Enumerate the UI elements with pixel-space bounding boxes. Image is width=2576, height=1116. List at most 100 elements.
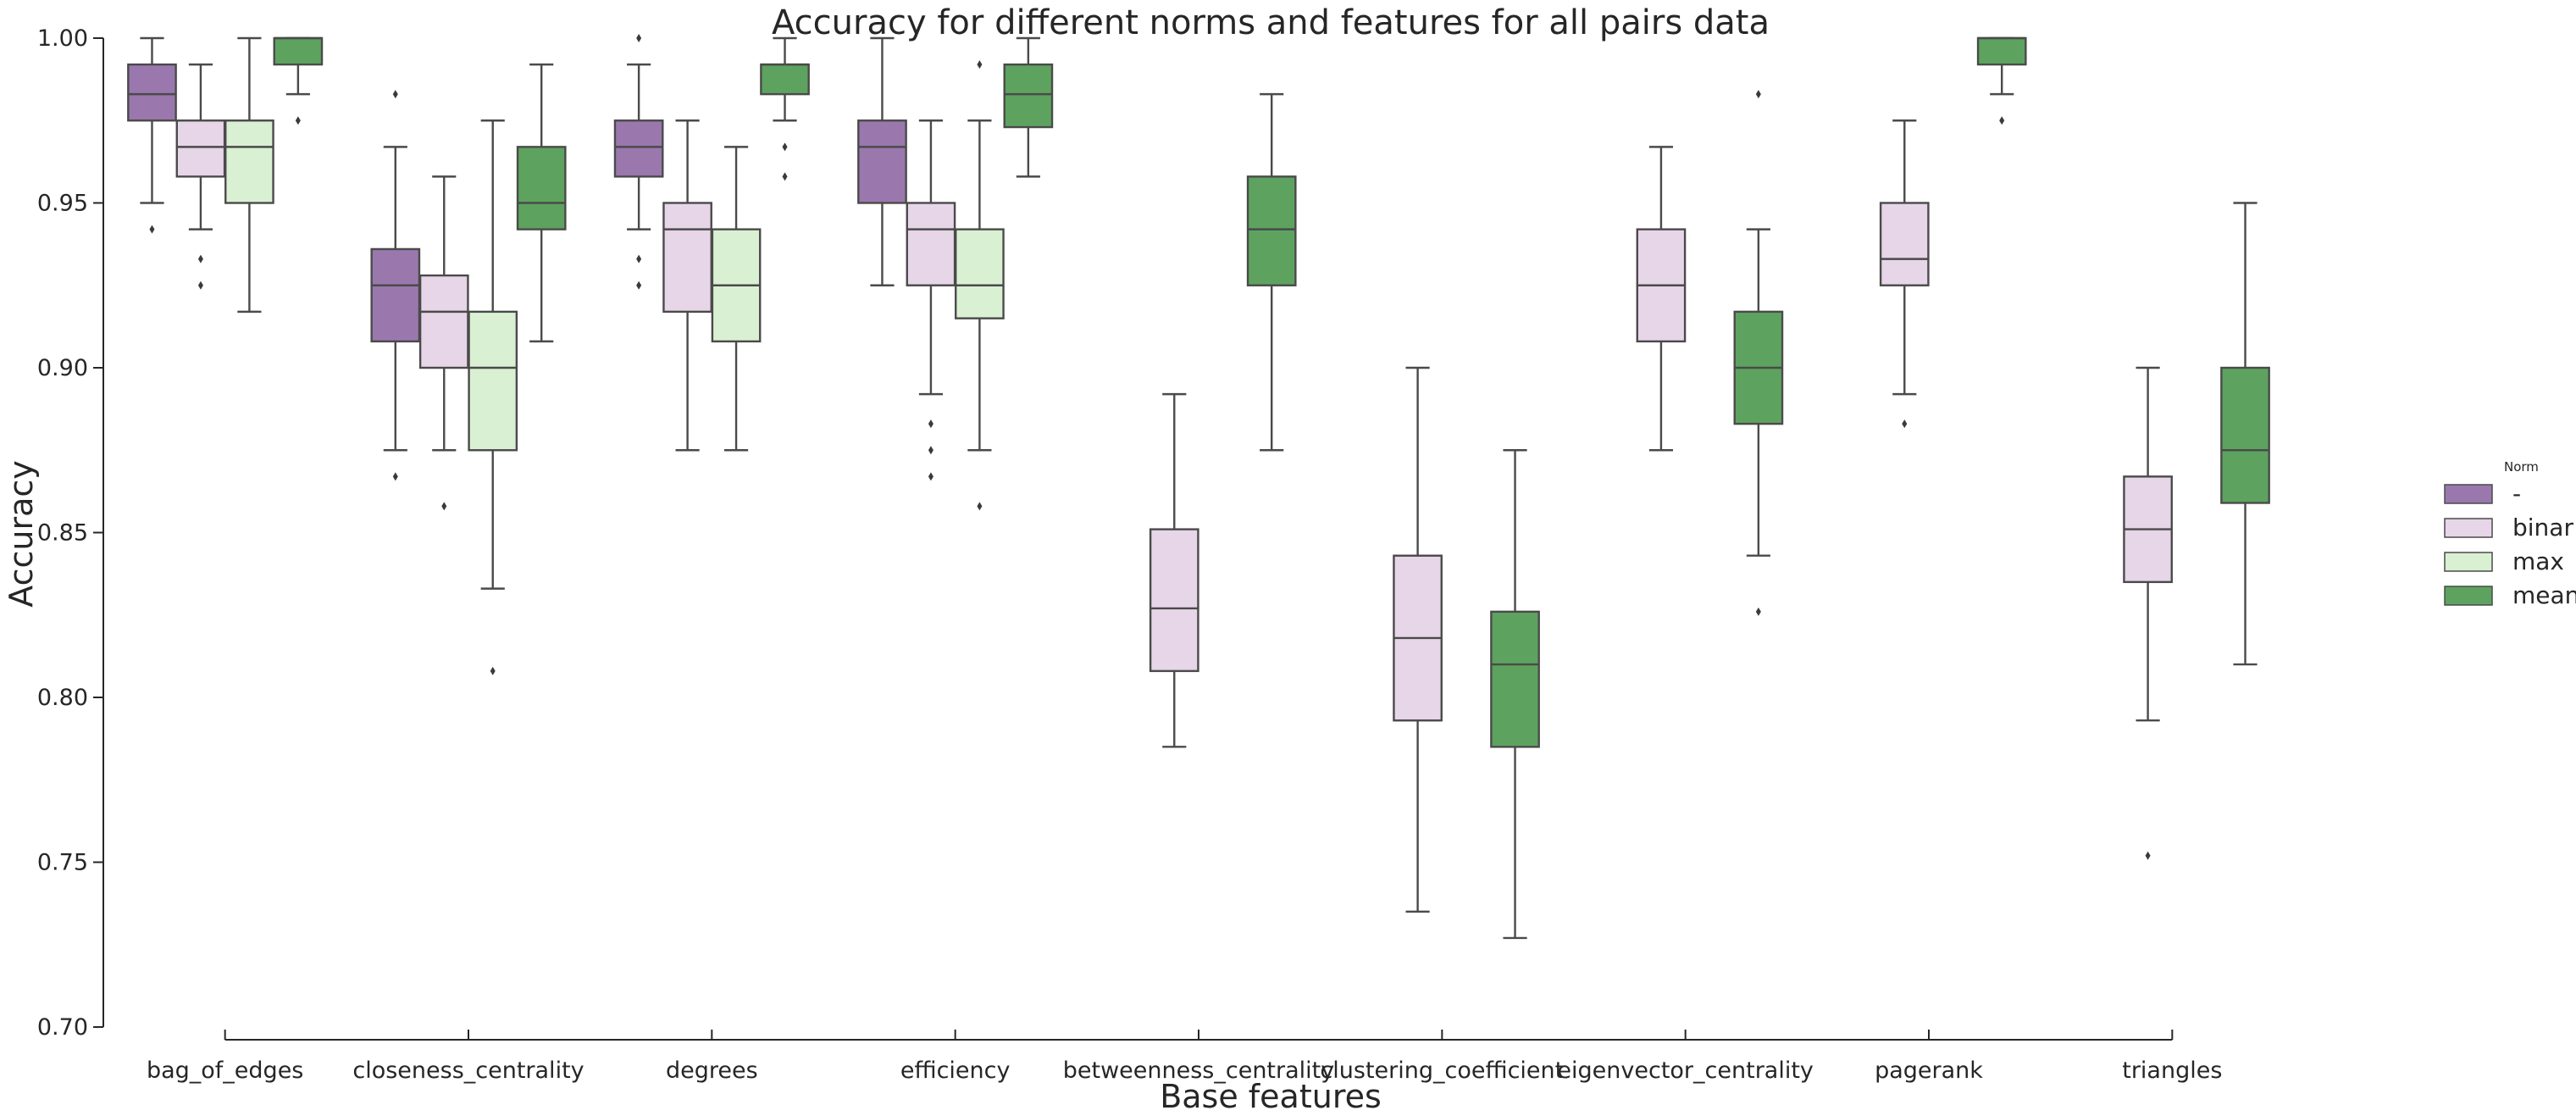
- box-body: [955, 228, 1005, 319]
- box-betweenness_centrality-mean: [1246, 92, 1297, 452]
- box-group-eigenvector_centrality: [1636, 90, 1784, 616]
- outlier-point: [782, 142, 788, 152]
- box-body: [224, 119, 274, 204]
- x-tick-label: efficiency: [900, 1058, 1011, 1084]
- outlier-point: [1902, 419, 1908, 429]
- box-body: [760, 63, 810, 96]
- box-body: [1003, 63, 1054, 129]
- outlier-point: [636, 254, 642, 264]
- box-bag_of_edges-binar: [175, 63, 226, 290]
- box-pagerank-binar: [1879, 119, 1930, 429]
- box-body: [1149, 528, 1199, 673]
- box-group-clustering_coefficient: [1393, 366, 1540, 940]
- legend-swatch: [2444, 586, 2493, 606]
- box-group-pagerank: [1879, 36, 2027, 429]
- legend-swatch: [2444, 552, 2493, 572]
- box-betweenness_centrality-binar: [1149, 392, 1199, 748]
- outlier-point: [782, 172, 788, 181]
- box-body: [175, 119, 226, 178]
- box-body: [468, 310, 518, 452]
- legend-item: max: [2444, 547, 2564, 575]
- box-group-efficiency: [857, 36, 1054, 511]
- x-tick-label: degrees: [666, 1058, 758, 1084]
- legend-label: binar: [2512, 514, 2573, 541]
- box-body: [1976, 36, 2027, 66]
- box-group-triangles: [2123, 202, 2270, 860]
- x-tick-label: bag_of_edges: [147, 1058, 303, 1084]
- box-triangles-binar: [2123, 366, 2173, 860]
- box-eigenvector_centrality-binar: [1636, 146, 1687, 452]
- legend-item: mean: [2444, 581, 2576, 609]
- box-closeness_centrality-max: [468, 119, 518, 675]
- box-efficiency-mean: [1003, 36, 1054, 178]
- outlier-point: [490, 666, 496, 675]
- x-tick-label: betweenness_centrality: [1063, 1058, 1335, 1084]
- box-body: [127, 63, 177, 122]
- box-efficiency-max: [955, 60, 1005, 511]
- box-degrees-binar: [662, 119, 712, 452]
- y-axis-title: Accuracy: [3, 460, 40, 608]
- y-tick-label: 0.95: [37, 191, 88, 217]
- box-body: [906, 202, 956, 286]
- outlier-point: [636, 280, 642, 290]
- box-group-degrees: [613, 34, 810, 452]
- box-group-layer: [127, 34, 2270, 940]
- box-degrees--: [613, 34, 664, 290]
- box-clustering_coefficient-binar: [1393, 366, 1443, 913]
- axes: 0.70 0.75 0.80 0.85 0.90 0.95 1.00 bag_of_edges…: [37, 25, 2223, 1084]
- outlier-point: [197, 280, 203, 290]
- box-body: [418, 274, 469, 369]
- y-tick-label: 0.70: [37, 1014, 88, 1041]
- y-tick-label: 1.00: [37, 25, 88, 52]
- legend-title: Norm: [2504, 459, 2539, 475]
- outlier-point: [928, 419, 933, 429]
- outlier-point: [977, 502, 983, 511]
- box-pagerank-mean: [1976, 36, 2027, 125]
- legend-label: mean: [2512, 581, 2576, 609]
- box-closeness_centrality--: [370, 90, 421, 481]
- y-tick-label: 0.85: [37, 520, 88, 547]
- box-closeness_centrality-binar: [418, 175, 469, 511]
- box-bag_of_edges--: [127, 36, 177, 234]
- y-tick-label: 0.80: [37, 685, 88, 711]
- box-body: [370, 247, 421, 343]
- box-body: [1490, 610, 1540, 748]
- box-closeness_centrality-mean: [516, 63, 567, 343]
- y-tick-label: 0.90: [37, 355, 88, 381]
- box-body: [662, 202, 712, 314]
- x-tick-label: clustering_coefficient: [1320, 1058, 1564, 1084]
- legend: Norm - binar max mean: [2444, 459, 2576, 609]
- x-tick-label: pagerank: [1875, 1058, 1983, 1084]
- box-efficiency-binar: [906, 119, 956, 481]
- x-axis-title: Base features: [1160, 1078, 1382, 1115]
- box-clustering_coefficient-mean: [1490, 449, 1540, 940]
- box-degrees-max: [711, 146, 762, 452]
- box-body: [613, 119, 664, 178]
- outlier-point: [295, 116, 301, 125]
- box-body: [273, 36, 324, 66]
- box-body: [1246, 175, 1297, 286]
- box-efficiency--: [857, 36, 907, 286]
- box-eigenvector_centrality-mean: [1733, 90, 1784, 616]
- outlier-point: [1755, 90, 1761, 99]
- outlier-point: [1755, 607, 1761, 616]
- box-body: [857, 119, 907, 204]
- legend-item: binar: [2444, 514, 2573, 541]
- x-tick-label: closeness_centrality: [352, 1058, 584, 1084]
- outlier-point: [441, 502, 447, 511]
- outlier-point: [2145, 851, 2151, 860]
- legend-item: -: [2444, 480, 2521, 508]
- legend-swatch: [2444, 518, 2493, 538]
- outlier-point: [149, 225, 155, 234]
- outlier-point: [392, 90, 398, 99]
- chart-title: Accuracy for different norms and feature…: [772, 3, 1770, 42]
- legend-label: max: [2512, 547, 2564, 575]
- box-group-closeness_centrality: [370, 63, 567, 675]
- outlier-point: [197, 254, 203, 264]
- x-tick-label: eigenvector_centrality: [1557, 1058, 1814, 1084]
- box-group-bag_of_edges: [127, 36, 324, 314]
- outlier-point: [928, 472, 933, 481]
- legend-swatch: [2444, 484, 2493, 504]
- outlier-point: [392, 472, 398, 481]
